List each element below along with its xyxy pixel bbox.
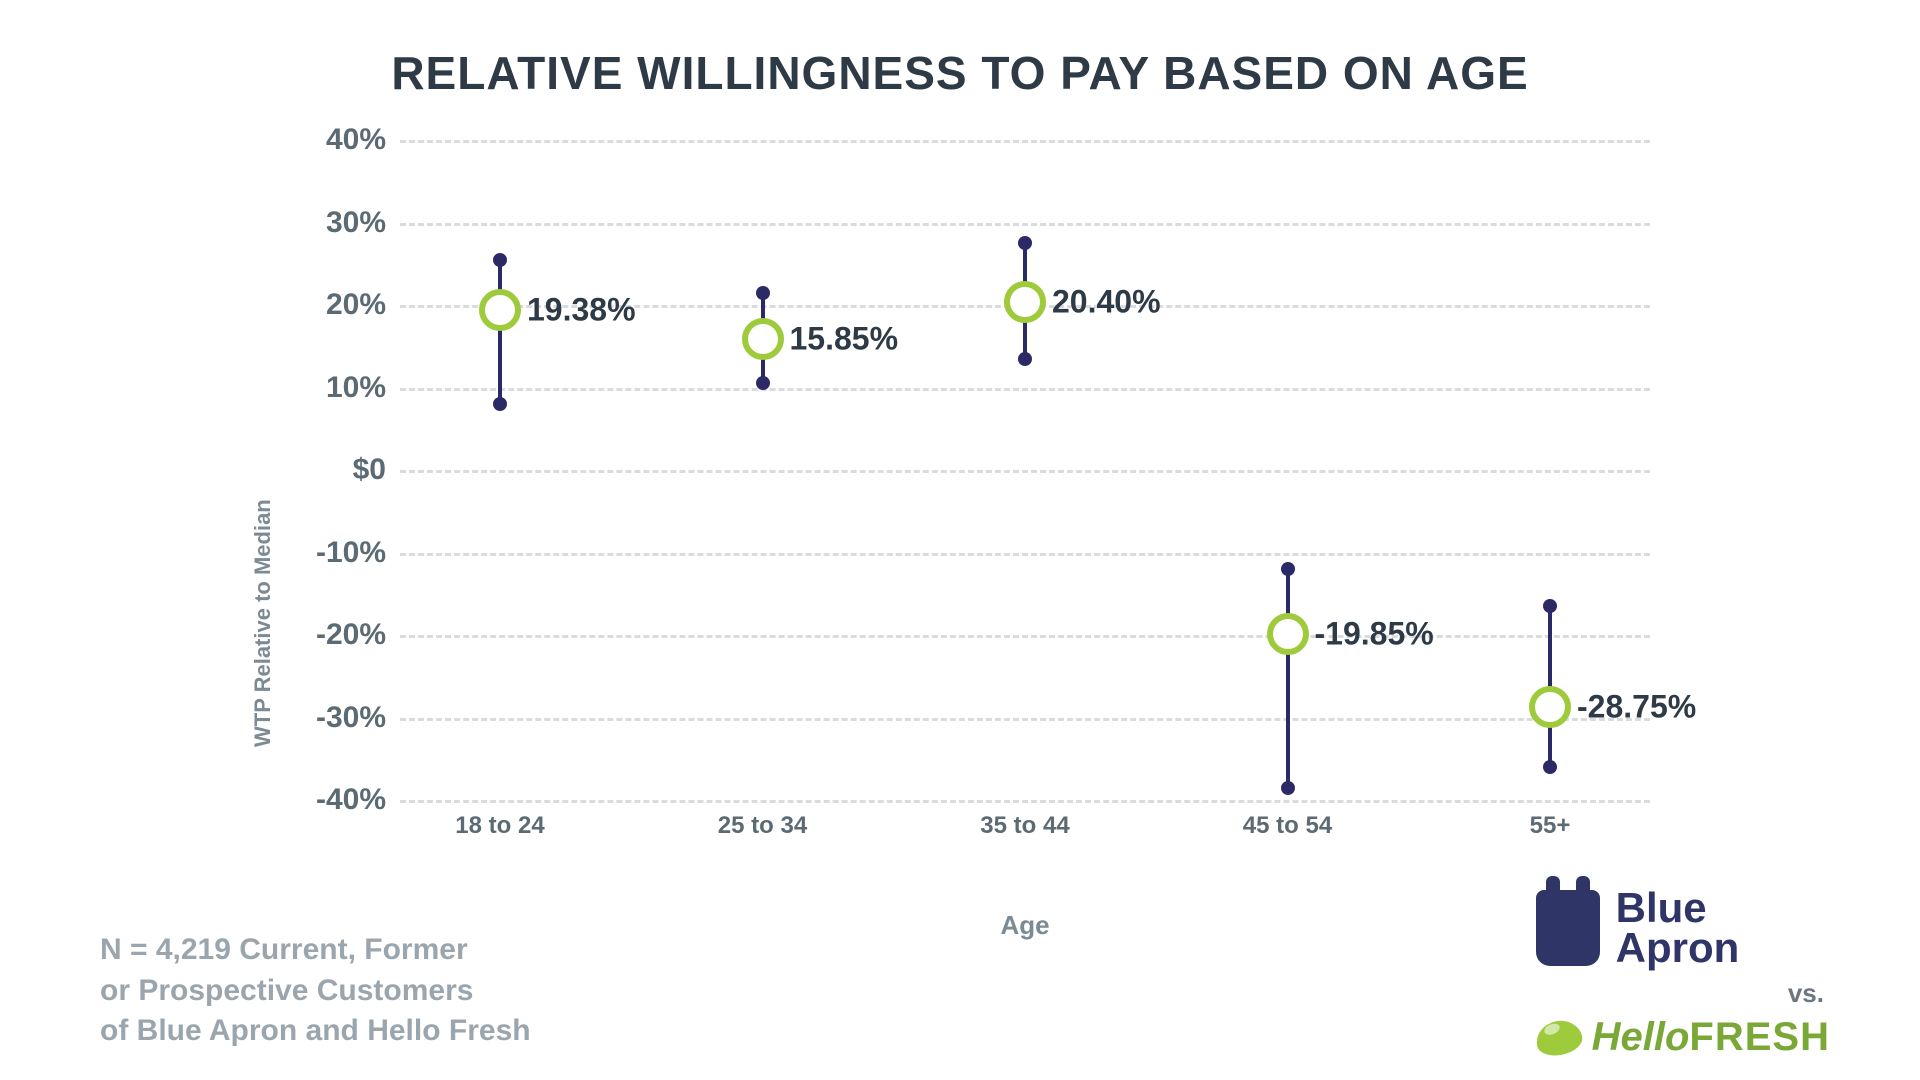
gridline [400, 388, 1650, 391]
apron-icon [1536, 890, 1600, 966]
footnote-line: N = 4,219 Current, Former [100, 930, 531, 971]
footnote-line: of Blue Apron and Hello Fresh [100, 1011, 531, 1052]
error-bar-cap [1543, 760, 1557, 774]
y-tick-label: 30% [326, 206, 400, 240]
hello-fresh-fresh: FRESH [1689, 1015, 1830, 1059]
y-axis-label: WTP Relative to Median [250, 499, 276, 747]
blue-apron-wordmark: Blue Apron [1616, 888, 1740, 968]
error-bar [498, 260, 502, 404]
data-point-ring [742, 318, 784, 360]
x-tick-label: 18 to 24 [455, 812, 544, 840]
x-axis-label: Age [1000, 910, 1049, 941]
error-bar-cap [1281, 781, 1295, 795]
brand-logos: Blue Apron vs. HelloFRESH [1536, 888, 1830, 1060]
gridline [400, 470, 1650, 473]
error-bar-cap [1543, 599, 1557, 613]
error-bar-cap [1018, 352, 1032, 366]
gridline [400, 553, 1650, 556]
error-bar-cap [493, 253, 507, 267]
data-point-label: -28.75% [1577, 689, 1696, 726]
data-point-label: 15.85% [790, 321, 899, 358]
gridline [400, 800, 1650, 803]
y-tick-label: 40% [326, 123, 400, 157]
hello-fresh-hello: Hello [1592, 1015, 1690, 1059]
data-point-label: -19.85% [1315, 615, 1434, 652]
gridline [400, 718, 1650, 721]
error-bar-cap [756, 376, 770, 390]
footnote: N = 4,219 Current, Formeror Prospective … [100, 930, 531, 1052]
data-point-label: 20.40% [1052, 283, 1161, 320]
y-tick-label: 10% [326, 371, 400, 405]
y-tick-label: $0 [353, 453, 400, 487]
data-point-ring [1004, 281, 1046, 323]
x-tick-label: 45 to 54 [1243, 812, 1332, 840]
chart-title: RELATIVE WILLINGNESS TO PAY BASED ON AGE [0, 46, 1920, 100]
chart-stage: { "title": { "text": "RELATIVE WILLINGNE… [0, 0, 1920, 1080]
plot-area: -40%-30%-20%-10%$010%20%30%40%18 to 2425… [400, 140, 1650, 800]
gridline [400, 635, 1650, 638]
data-point-label: 19.38% [527, 292, 636, 329]
lime-icon [1533, 1016, 1585, 1059]
error-bar-cap [756, 286, 770, 300]
x-tick-label: 55+ [1530, 812, 1571, 840]
error-bar-cap [1018, 236, 1032, 250]
x-tick-label: 25 to 34 [718, 812, 807, 840]
hello-fresh-wordmark: HelloFRESH [1592, 1015, 1830, 1060]
data-point-ring [1267, 613, 1309, 655]
hello-fresh-logo: HelloFRESH [1536, 1015, 1830, 1060]
error-bar [1286, 569, 1290, 788]
y-tick-label: -10% [316, 536, 400, 570]
footnote-line: or Prospective Customers [100, 971, 531, 1012]
blue-apron-line2: Apron [1616, 928, 1740, 968]
y-tick-label: 20% [326, 288, 400, 322]
y-tick-label: -40% [316, 783, 400, 817]
gridline [400, 223, 1650, 226]
error-bar-cap [1281, 562, 1295, 576]
blue-apron-logo: Blue Apron [1536, 888, 1830, 968]
y-tick-label: -30% [316, 701, 400, 735]
blue-apron-line1: Blue [1616, 888, 1740, 928]
y-tick-label: -20% [316, 618, 400, 652]
error-bar-cap [493, 397, 507, 411]
vs-label: vs. [1536, 978, 1824, 1009]
gridline [400, 140, 1650, 143]
x-tick-label: 35 to 44 [980, 812, 1069, 840]
data-point-ring [1529, 686, 1571, 728]
data-point-ring [479, 289, 521, 331]
